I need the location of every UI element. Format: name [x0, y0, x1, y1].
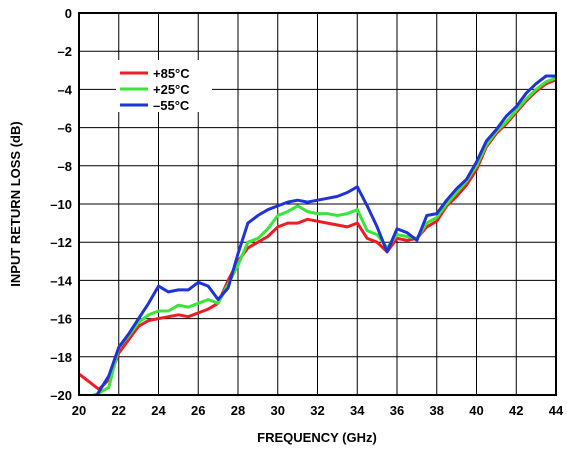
y-tick-label: –12 — [50, 235, 72, 250]
y-axis-title: INPUT RETURN LOSS (dB) — [8, 121, 23, 286]
plot-area-frame — [78, 12, 557, 396]
x-tick-label: 36 — [390, 403, 404, 418]
series-lines — [79, 74, 556, 395]
y-tick-label: –20 — [50, 388, 72, 403]
y-tick-label: –10 — [50, 197, 72, 212]
y-tick-label: –6 — [58, 121, 72, 136]
x-tick-label: 32 — [310, 403, 324, 418]
x-tick-label: 30 — [271, 403, 285, 418]
legend-label-3: –55°C — [153, 98, 190, 113]
legend-box — [116, 60, 212, 112]
y-tick-label: –16 — [50, 312, 72, 327]
x-tick-label: 20 — [72, 403, 86, 418]
x-tick-label: 26 — [191, 403, 205, 418]
x-tick-label: 40 — [469, 403, 483, 418]
series-line-2 — [79, 76, 556, 395]
x-tick-label: 22 — [112, 403, 126, 418]
y-tick-label: –18 — [50, 350, 72, 365]
y-tick-label: 0 — [65, 6, 72, 21]
x-tick-label: 28 — [231, 403, 245, 418]
legend: +85°C+25°C–55°C — [116, 60, 212, 113]
series-line-1 — [79, 78, 556, 391]
y-tick-label: –2 — [58, 44, 72, 59]
y-tick-label: –4 — [58, 82, 73, 97]
y-tick-label: –14 — [50, 273, 72, 288]
x-tick-label: 24 — [151, 403, 166, 418]
legend-label-1: +85°C — [153, 66, 190, 81]
y-tick-label: –8 — [58, 159, 72, 174]
legend-label-2: +25°C — [153, 82, 190, 97]
x-tick-label: 38 — [430, 403, 444, 418]
x-tick-label: 34 — [350, 403, 365, 418]
x-tick-label: 42 — [509, 403, 523, 418]
x-axis-title: FREQUENCY (GHz) — [257, 430, 377, 445]
x-tick-label: 44 — [549, 403, 564, 418]
tick-labels: 20 22 24 26 28 30 32 34 36 38 40 42 44 0 –2 –4 –6 –8 –10 –1… — [50, 6, 564, 418]
series-line-3 — [95, 74, 556, 395]
